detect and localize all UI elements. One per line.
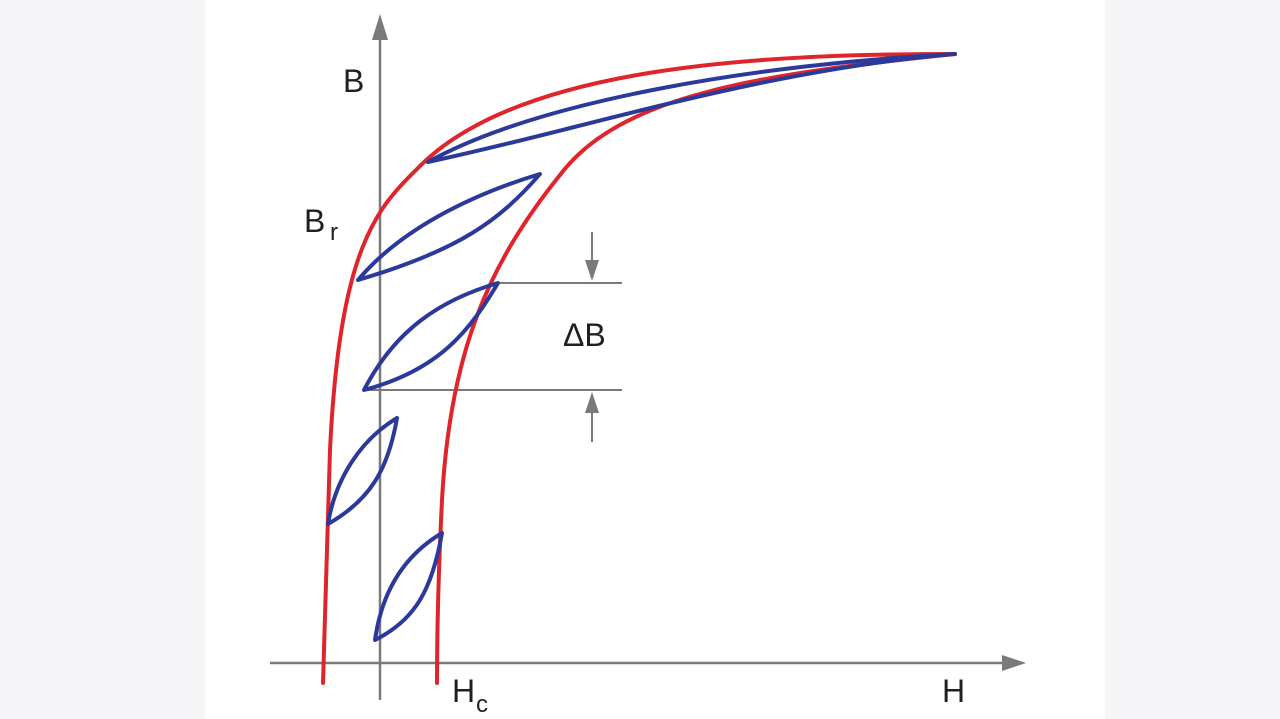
delta-b-label: ΔB <box>563 317 606 353</box>
minor-loop-4 <box>326 416 399 526</box>
major-loop-ascending-branch <box>435 52 957 685</box>
b-axis-arrowhead <box>372 14 388 40</box>
diagram-panel <box>205 0 1105 719</box>
minor-loop-2 <box>356 172 542 282</box>
delta-b-arrowhead-up <box>585 392 599 413</box>
coercivity-label: H <box>452 673 475 709</box>
major-loop-descending-branch <box>321 52 957 685</box>
remanence-subscript: r <box>330 219 338 246</box>
minor-loop-top <box>426 52 957 164</box>
h-axis-arrowhead <box>1002 655 1026 671</box>
delta-b-arrowhead-down <box>585 260 599 281</box>
coercivity-subscript: c <box>476 691 488 718</box>
b-axis-label: B <box>343 63 364 99</box>
minor-loop-5 <box>373 531 444 642</box>
remanence-label: B <box>304 203 325 239</box>
h-axis-label: H <box>942 673 965 709</box>
minor-loop-3 <box>362 281 500 392</box>
